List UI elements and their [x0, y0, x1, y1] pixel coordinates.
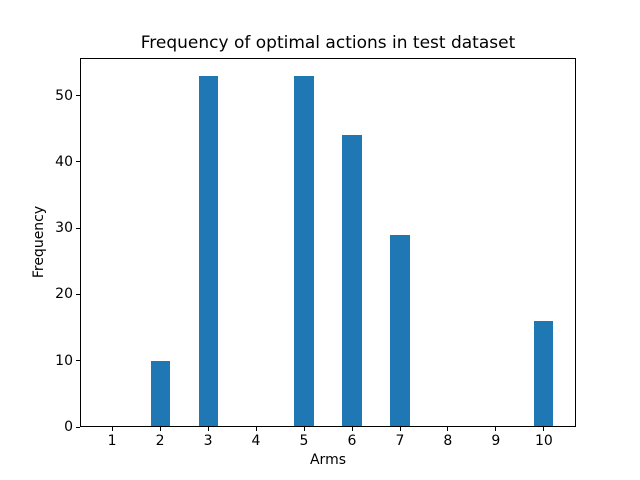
- y-tick-mark: [76, 161, 80, 163]
- x-tick-label: 10: [534, 433, 553, 449]
- y-tick-label: 50: [55, 87, 73, 104]
- y-tick-label: 10: [55, 352, 73, 369]
- x-tick-label: 7: [395, 433, 405, 449]
- x-tick-mark: [255, 427, 257, 431]
- bar: [342, 135, 362, 426]
- x-tick-mark: [399, 427, 401, 431]
- x-tick-mark: [447, 427, 449, 431]
- x-tick-label: 8: [443, 433, 453, 449]
- x-tick-mark: [207, 427, 209, 431]
- x-tick-mark: [351, 427, 353, 431]
- y-tick-label: 40: [55, 153, 73, 170]
- y-tick-label: 20: [55, 286, 73, 303]
- x-tick-label: 5: [299, 433, 309, 449]
- x-tick-label: 1: [107, 433, 117, 449]
- x-tick-label: 2: [155, 433, 165, 449]
- x-tick-mark: [495, 427, 497, 431]
- bar: [198, 75, 218, 426]
- bar: [150, 360, 170, 426]
- y-tick-mark: [76, 426, 80, 428]
- y-tick-mark: [76, 360, 80, 362]
- x-tick-label: 9: [491, 433, 501, 449]
- x-tick-label: 3: [203, 433, 213, 449]
- x-tick-label: 6: [347, 433, 357, 449]
- y-tick-label: 30: [55, 220, 73, 237]
- chart-title: Frequency of optimal actions in test dat…: [140, 33, 516, 53]
- y-axis-label: Frequency: [31, 205, 47, 279]
- x-tick-mark: [111, 427, 113, 431]
- x-tick-label: 4: [251, 433, 261, 449]
- bar: [390, 234, 410, 426]
- bar: [294, 75, 314, 426]
- x-tick-mark: [159, 427, 161, 431]
- x-tick-mark: [303, 427, 305, 431]
- bar: [534, 320, 554, 426]
- y-tick-mark: [76, 95, 80, 96]
- x-axis-label: Arms: [309, 452, 347, 468]
- y-tick-mark: [76, 293, 80, 295]
- x-tick-mark: [543, 427, 545, 431]
- y-tick-label: 0: [64, 419, 73, 435]
- y-tick-mark: [76, 227, 80, 229]
